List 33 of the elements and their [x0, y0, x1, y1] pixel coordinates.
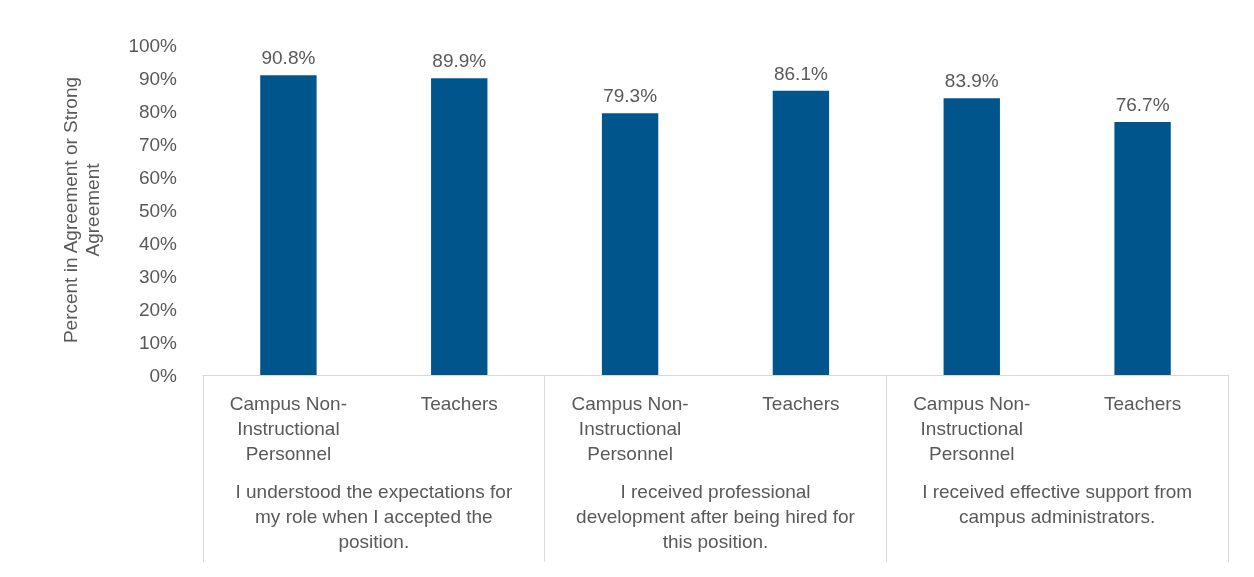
text: I received professional development after being hired for this position.	[576, 481, 856, 552]
bar	[1114, 121, 1171, 375]
bar	[431, 78, 488, 375]
text: I understood the expectations for my role when I accepted the position.	[235, 481, 513, 552]
data-label: 90.8%	[261, 47, 316, 69]
x-tick-label: Teachers	[762, 393, 840, 414]
data-label: 79.3%	[603, 85, 658, 107]
x-tick-label: Teachers	[420, 393, 498, 414]
y-tick-label: 80%	[138, 100, 178, 122]
data-label: 89.9%	[432, 50, 487, 72]
x-tick-label: Teachers	[1104, 393, 1182, 414]
y-axis-title: Percent in Agreement or Strong Agreement	[59, 76, 103, 344]
bar	[260, 75, 317, 375]
y-tick-label: 0%	[149, 364, 178, 386]
x-tick-label: Campus Non-Instructional Personnel	[913, 393, 1031, 464]
y-tick-label: 40%	[138, 232, 178, 254]
y-tick-label: 20%	[138, 298, 178, 320]
y-tick-label: 90%	[138, 67, 178, 89]
data-label: 83.9%	[944, 70, 999, 92]
y-tick-label: 100%	[128, 34, 178, 56]
x-tick-label: Campus Non-Instructional Personnel	[571, 393, 689, 464]
y-tick-label: 60%	[138, 166, 178, 188]
data-label: 86.1%	[773, 62, 828, 84]
text: I received effective support from campus administrators.	[922, 481, 1193, 527]
bar	[943, 98, 1000, 375]
bar	[772, 90, 830, 375]
y-tick-label: 50%	[138, 199, 178, 221]
y-tick-label: 30%	[138, 265, 178, 287]
bar	[601, 113, 659, 375]
y-tick-label: 10%	[138, 331, 178, 353]
x-tick-label: Campus Non-Instructional Personnel	[229, 393, 348, 464]
y-tick-label: 70%	[138, 133, 178, 155]
data-label: 76.7%	[1115, 93, 1170, 115]
